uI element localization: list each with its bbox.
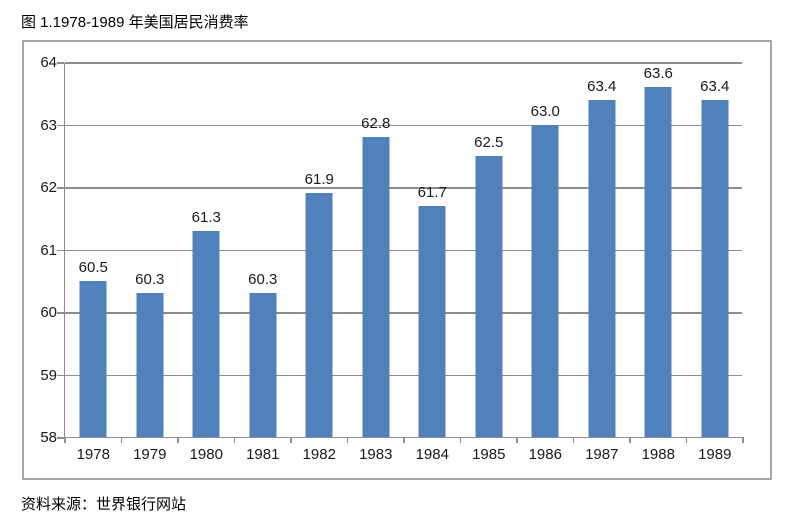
y-axis-label-64: 64 (40, 54, 57, 71)
x-axis-tick-10 (629, 437, 631, 443)
x-axis-tick-1 (120, 437, 123, 443)
y-axis-label-62: 62 (40, 179, 57, 196)
chart-area: 58 59 60 61 62 63 64 60.5 1978 60.3 1979 61.3 1980 60… (22, 40, 772, 480)
category-slot-1983: 62.8 1983 (348, 63, 405, 463)
bar-1987 (588, 99, 616, 437)
category-slot-1982: 61.9 1982 (291, 63, 348, 463)
gridline-63 (65, 124, 742, 127)
bar-1979 (136, 293, 164, 437)
x-axis-tick-3 (233, 437, 236, 443)
x-axis-label-1979: 1979 (133, 446, 167, 463)
x-axis-label-1983: 1983 (359, 446, 393, 463)
bar-value-label-1978: 60.5 (78, 258, 108, 276)
y-axis-tick-63 (57, 124, 64, 127)
y-axis-tick-58 (57, 437, 64, 439)
x-axis-label-1980: 1980 (189, 446, 223, 463)
y-axis-tick-62 (57, 187, 64, 189)
bar-1978 (79, 280, 107, 437)
x-axis-tick-5 (346, 437, 349, 443)
category-slot-1988: 63.6 1988 (630, 63, 687, 463)
x-axis-label-1982: 1982 (302, 446, 336, 463)
category-slot-1985: 62.5 1985 (461, 63, 518, 463)
bar-1983 (362, 137, 390, 437)
category-slot-1981: 60.3 1981 (235, 63, 292, 463)
x-axis-tick-12 (742, 437, 744, 443)
x-axis-tick-8 (516, 437, 518, 443)
bar-value-label-1982: 61.9 (304, 171, 334, 189)
x-axis-label-1988: 1988 (641, 446, 675, 463)
x-axis-label-1981: 1981 (246, 446, 280, 463)
x-axis-tick-4 (290, 437, 292, 443)
x-axis-tick-6 (403, 437, 405, 443)
gridline-60 (65, 312, 742, 314)
gridline-59 (65, 374, 742, 377)
category-slot-1978: 60.5 1978 (65, 63, 122, 463)
x-axis-label-1987: 1987 (585, 446, 619, 463)
bar-value-label-1979: 60.3 (135, 271, 165, 289)
gridline-64 (65, 62, 742, 64)
y-axis-label-58: 58 (40, 429, 57, 446)
bar-value-label-1988: 63.6 (643, 65, 673, 82)
gridline-61 (65, 249, 742, 252)
x-axis-label-1978: 1978 (76, 446, 110, 463)
x-axis-tick-9 (572, 437, 575, 443)
y-axis-label-61: 61 (40, 241, 57, 259)
x-axis-label-1984: 1984 (415, 446, 449, 463)
bar-1984 (418, 205, 446, 437)
bar-value-label-1983: 62.8 (361, 115, 391, 132)
bar-1980 (192, 230, 220, 437)
bar-1988 (644, 87, 672, 437)
x-axis-tick-11 (685, 437, 688, 443)
bar-value-label-1985: 62.5 (474, 133, 504, 151)
figure-title: 图 1.1978-1989 年美国居民消费率 (21, 14, 249, 31)
source-note: 资料来源：世界银行网站 (21, 496, 187, 513)
bar-value-label-1989: 63.4 (700, 77, 730, 95)
bar-value-label-1980: 61.3 (191, 208, 221, 226)
x-axis-tick-0 (64, 437, 66, 443)
bar-1985 (475, 155, 503, 437)
bar-1986 (531, 124, 559, 437)
category-slot-1980: 61.3 1980 (178, 63, 235, 463)
category-slot-1984: 61.7 1984 (404, 63, 461, 463)
category-slot-1989: 63.4 1989 (687, 63, 744, 464)
gridline-62 (65, 187, 742, 189)
x-axis-tick-7 (459, 437, 462, 443)
y-axis-tick-61 (57, 249, 64, 252)
x-axis-label-1985: 1985 (472, 446, 506, 463)
bar-value-label-1981: 60.3 (248, 271, 278, 289)
y-axis-tick-64 (57, 62, 64, 64)
y-axis-tick-59 (57, 374, 64, 377)
x-axis-label-1989: 1989 (698, 446, 732, 463)
y-axis-tick-60 (57, 312, 64, 314)
category-slot-1987: 63.4 1987 (574, 63, 631, 464)
x-axis-label-1986: 1986 (528, 446, 562, 463)
bar-1982 (305, 193, 333, 437)
bar-1981 (249, 293, 277, 437)
y-axis-label-60: 60 (40, 304, 57, 321)
bar-value-label-1984: 61.7 (417, 183, 447, 201)
category-slot-1979: 60.3 1979 (122, 63, 179, 463)
plot-area: 58 59 60 61 62 63 64 60.5 1978 60.3 1979 61.3 1980 60… (40, 54, 744, 464)
x-axis-tick-2 (177, 437, 179, 443)
bar-value-label-1987: 63.4 (587, 77, 617, 95)
y-axis-label-59: 59 (40, 366, 57, 384)
category-slot-1986: 63.0 1986 (517, 63, 574, 464)
y-axis-label-63: 63 (40, 116, 57, 134)
bar-value-label-1986: 63.0 (530, 102, 560, 120)
bar-1989 (701, 99, 729, 437)
